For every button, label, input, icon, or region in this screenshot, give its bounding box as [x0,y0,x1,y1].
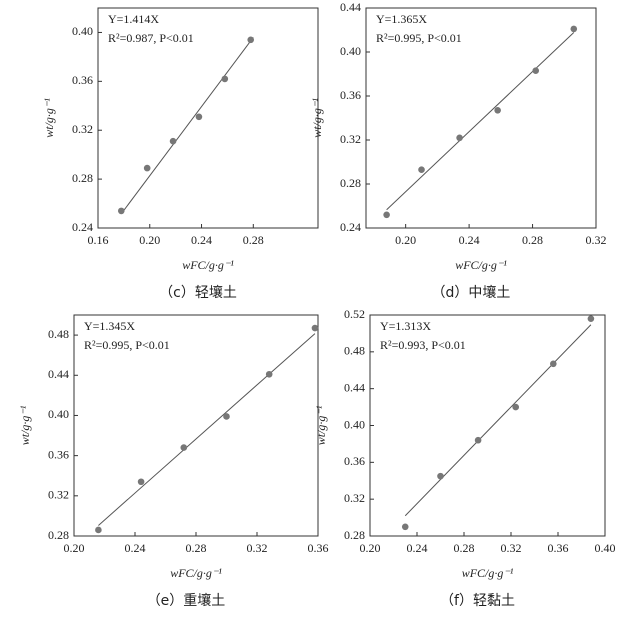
fit-line [123,37,254,211]
data-point [474,436,482,444]
data-point [95,526,102,534]
data-point [265,370,273,378]
x-tick-label: 0.16 [88,233,109,247]
data-point [137,478,145,486]
x-tick-label: 0.20 [64,541,85,555]
x-tick-label: 0.32 [501,541,522,555]
x-tick-label: 0.36 [548,541,569,555]
annotation: R²=0.993, P<0.01 [380,338,466,352]
data-point [494,107,501,114]
fit-line [386,32,575,211]
x-tick-label: 0.28 [454,541,475,555]
y-tick-label: 0.40 [72,24,93,38]
data-point [456,134,463,142]
y-tick-label: 0.32 [72,122,93,136]
y-tick-label: 0.24 [340,220,361,234]
annotation: R²=0.995, P<0.01 [376,31,462,45]
caption: （f）轻黏土 [440,593,515,609]
x-tick-label: 0.36 [308,541,329,555]
y-tick-label: 0.36 [344,454,365,468]
y-tick-label: 0.28 [344,528,365,542]
y-tick-label: 0.24 [72,220,93,234]
y-tick-label: 0.36 [340,88,361,102]
x-axis-label: wFC/g·g⁻¹ [182,258,234,272]
data-point [550,360,557,368]
annotation: R²=0.987, P<0.01 [108,31,194,45]
data-point [512,403,519,411]
annotation: Y=1.313X [380,319,431,333]
x-tick-label: 0.32 [247,541,268,555]
x-tick-label: 0.24 [459,233,480,247]
data-point [383,211,390,219]
data-point [570,25,578,33]
fit-line [98,333,316,526]
annotation: R²=0.995, P<0.01 [84,338,170,352]
data-point [143,164,151,172]
data-point [418,166,425,173]
y-tick-label: 0.40 [344,417,365,431]
y-tick-label: 0.52 [344,307,365,321]
annotation: Y=1.365X [376,12,427,26]
x-tick-label: 0.24 [407,541,428,555]
fit-line [404,324,592,517]
x-tick-label: 0.28 [522,233,543,247]
data-point [587,315,595,322]
data-point [169,137,177,145]
plot-frame [97,7,319,229]
data-point [195,113,203,121]
caption: （e）重壤土 [147,592,226,609]
x-tick-label: 0.28 [186,541,207,555]
x-axis-label: wFC/g·g⁻¹ [455,258,507,272]
data-point [221,75,229,83]
data-point [437,472,444,480]
data-point [532,67,540,74]
x-tick-label: 0.20 [395,233,416,247]
x-tick-label: 0.28 [243,233,264,247]
plot-frame [365,7,597,229]
y-tick-label: 0.28 [72,171,93,185]
x-axis-label: wFC/g·g⁻¹ [462,566,514,580]
x-tick-label: 0.24 [191,233,212,247]
annotation: Y=1.414X [108,12,159,26]
y-tick-label: 0.28 [340,176,361,190]
y-tick-label: 0.32 [344,491,365,505]
data-point [401,523,409,531]
y-tick-label: 0.32 [48,488,69,502]
y-tick-label: 0.40 [340,44,361,58]
y-tick-label: 0.32 [340,132,361,146]
y-tick-label: 0.44 [344,380,365,394]
y-tick-label: 0.44 [340,0,361,14]
caption: （d）中壤土 [432,284,511,301]
y-tick-label: 0.28 [48,528,69,542]
y-tick-label: 0.44 [48,367,69,381]
x-tick-label: 0.40 [595,541,616,555]
data-point [180,444,188,451]
x-tick-label: 0.24 [125,541,146,555]
x-tick-label: 0.20 [360,541,381,555]
y-axis-label: wt/g·g⁻¹ [310,98,324,138]
y-tick-label: 0.48 [48,327,69,341]
x-axis-label: wFC/g·g⁻¹ [170,566,222,580]
y-tick-label: 0.36 [72,73,93,87]
x-tick-label: 0.32 [586,233,607,247]
data-point [223,413,230,420]
y-tick-label: 0.36 [48,447,69,461]
data-point [311,324,319,332]
y-axis-label: wt/g·g⁻¹ [314,405,328,445]
y-axis-label: wt/g·g⁻¹ [42,98,56,138]
x-tick-label: 0.20 [139,233,160,247]
data-point [117,207,125,215]
data-point [247,36,255,44]
y-axis-label: wt/g·g⁻¹ [18,405,32,445]
annotation: Y=1.345X [84,319,135,333]
y-tick-label: 0.48 [344,344,365,358]
caption: （c）轻壤土 [159,284,237,301]
y-tick-label: 0.40 [48,407,69,421]
